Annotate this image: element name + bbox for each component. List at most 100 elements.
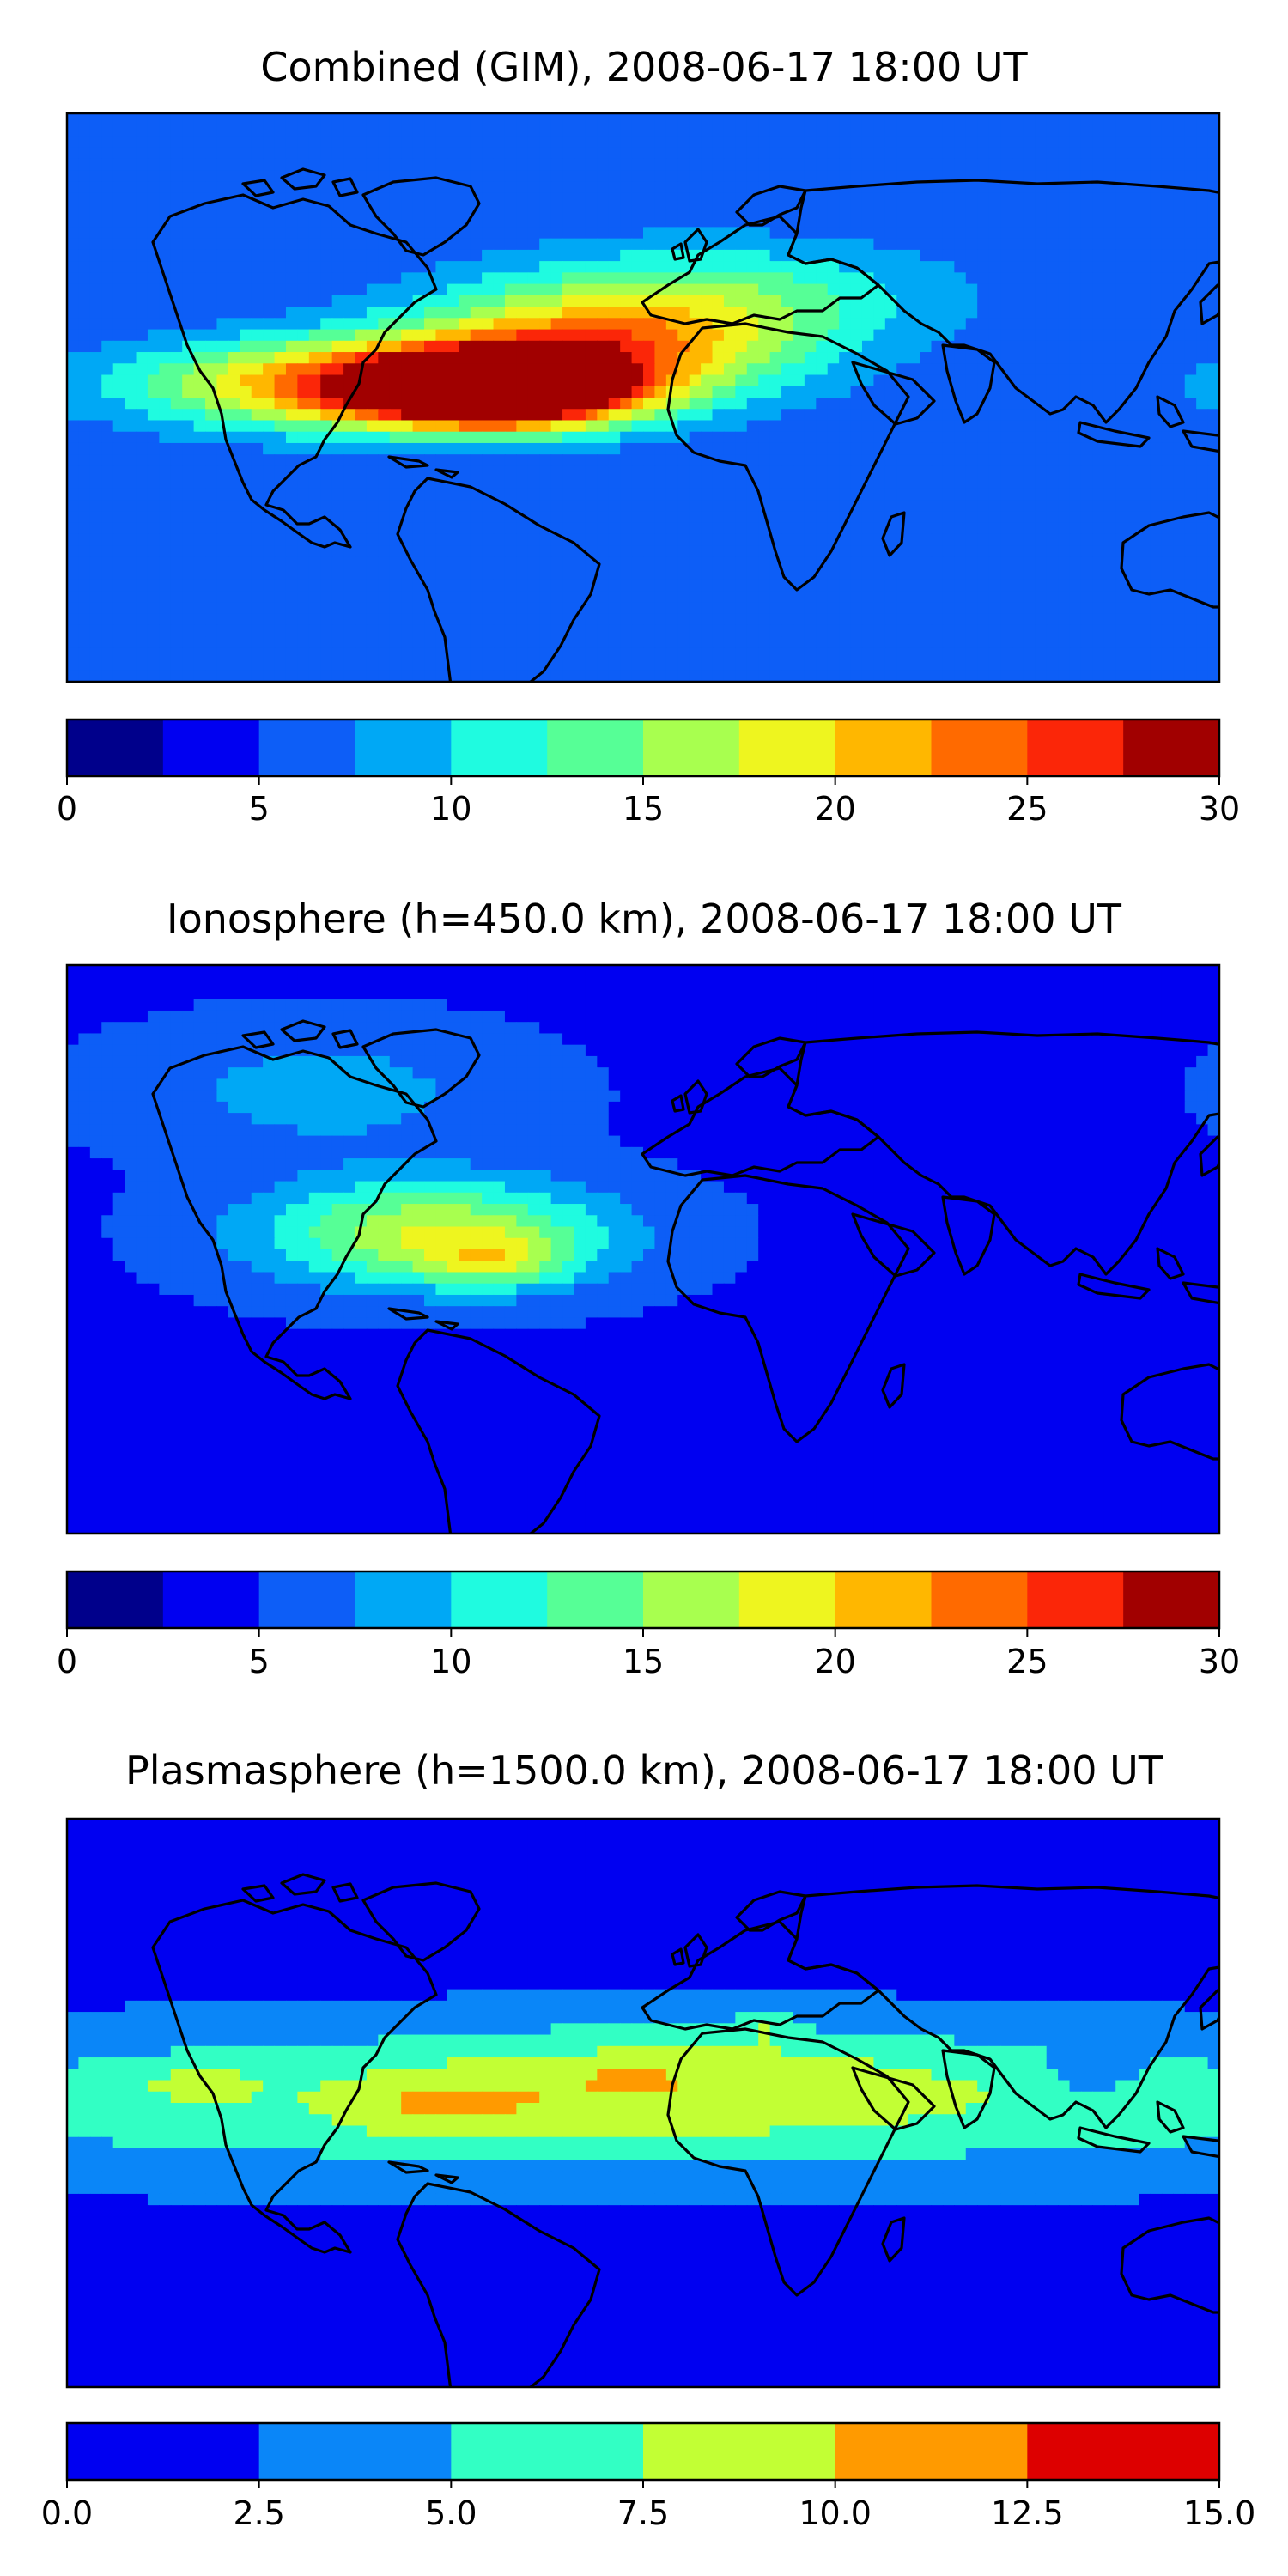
contour-cell xyxy=(723,386,736,398)
contour-cell xyxy=(401,670,414,682)
contour-cell xyxy=(873,352,886,364)
contour-cell xyxy=(827,204,840,216)
contour-cell xyxy=(816,295,829,307)
contour-cell xyxy=(228,602,240,615)
contour-cell xyxy=(516,216,529,228)
contour-cell xyxy=(620,602,633,615)
contour-cell xyxy=(240,238,252,251)
contour-cell xyxy=(1139,158,1151,171)
contour-cell xyxy=(193,500,206,512)
contour-cell xyxy=(447,636,459,648)
contour-cell xyxy=(804,454,817,467)
contour-cell xyxy=(1115,329,1128,342)
contour-cell xyxy=(182,363,195,376)
contour-cell xyxy=(620,454,633,467)
contour-cell xyxy=(263,136,276,149)
contour-cell xyxy=(908,181,920,194)
contour-cell xyxy=(101,307,114,319)
contour-cell xyxy=(182,636,195,648)
contour-cell xyxy=(1023,147,1036,160)
contour-cell xyxy=(435,398,448,410)
contour-cell xyxy=(1161,545,1174,557)
contour-cell xyxy=(125,283,137,296)
contour-cell xyxy=(1139,420,1151,433)
contour-cell xyxy=(597,181,610,194)
contour-cell xyxy=(758,272,771,285)
contour-cell xyxy=(942,249,955,262)
contour-cell xyxy=(677,613,690,626)
contour-cell xyxy=(539,340,552,353)
contour-cell xyxy=(850,125,863,137)
contour-cell xyxy=(1207,545,1219,557)
contour-cell xyxy=(78,556,91,569)
contour-cell xyxy=(482,136,495,149)
contour-cell xyxy=(1000,488,1013,501)
contour-cell xyxy=(378,477,391,489)
contour-cell xyxy=(1161,659,1174,671)
contour-cell xyxy=(297,329,310,342)
contour-cell xyxy=(1196,636,1209,648)
contour-cell xyxy=(297,624,310,637)
contour-cell xyxy=(977,192,990,205)
contour-cell xyxy=(101,363,114,376)
contour-cell xyxy=(101,636,114,648)
contour-cell xyxy=(1103,329,1116,342)
contour-cell xyxy=(965,261,978,273)
contour-cell xyxy=(516,420,529,433)
contour-cell xyxy=(665,352,678,364)
contour-cell xyxy=(1080,454,1093,467)
contour-cell xyxy=(1161,477,1174,489)
contour-cell xyxy=(758,398,771,410)
contour-cell xyxy=(1161,579,1174,592)
contour-cell xyxy=(366,477,379,489)
contour-cell xyxy=(1103,170,1116,183)
contour-cell xyxy=(896,147,909,160)
contour-cell xyxy=(712,556,725,569)
contour-cell xyxy=(504,261,517,273)
contour-cell xyxy=(781,318,794,331)
contour-cell xyxy=(884,158,897,171)
contour-cell xyxy=(701,659,714,671)
contour-cell xyxy=(839,420,852,433)
contour-cell xyxy=(435,431,448,444)
contour-cell xyxy=(297,386,310,398)
contour-cell xyxy=(1161,283,1174,296)
contour-cell xyxy=(781,431,794,444)
contour-cell xyxy=(263,398,276,410)
contour-cell xyxy=(931,477,944,489)
contour-cell xyxy=(1058,329,1071,342)
contour-cell xyxy=(954,442,967,455)
contour-cell xyxy=(1080,545,1093,557)
contour-cell xyxy=(112,249,125,262)
contour-cell xyxy=(631,125,644,137)
contour-cell xyxy=(1058,613,1071,626)
contour-cell xyxy=(654,613,667,626)
contour-cell xyxy=(620,431,633,444)
contour-cell xyxy=(908,613,920,626)
contour-cell xyxy=(608,465,621,478)
contour-cell xyxy=(193,477,206,489)
contour-cell xyxy=(331,556,344,569)
contour-cell xyxy=(723,545,736,557)
contour-cell xyxy=(746,147,759,160)
contour-cell xyxy=(251,465,264,478)
contour-cell xyxy=(147,170,160,183)
contour-cell xyxy=(78,533,91,546)
contour-cell xyxy=(378,249,391,262)
contour-cell xyxy=(908,568,920,580)
contour-cell xyxy=(574,158,586,171)
contour-cell xyxy=(228,158,240,171)
contour-cell xyxy=(424,624,437,637)
contour-cell xyxy=(977,363,990,376)
contour-cell xyxy=(78,624,91,637)
contour-cell xyxy=(701,329,714,342)
contour-cell xyxy=(585,636,598,648)
contour-cell xyxy=(504,465,517,478)
contour-cell xyxy=(1115,363,1128,376)
contour-cell xyxy=(447,431,459,444)
contour-cell xyxy=(643,420,656,433)
contour-cell xyxy=(147,363,160,376)
contour-cell xyxy=(182,238,195,251)
contour-cell xyxy=(608,545,621,557)
contour-cell xyxy=(401,613,414,626)
